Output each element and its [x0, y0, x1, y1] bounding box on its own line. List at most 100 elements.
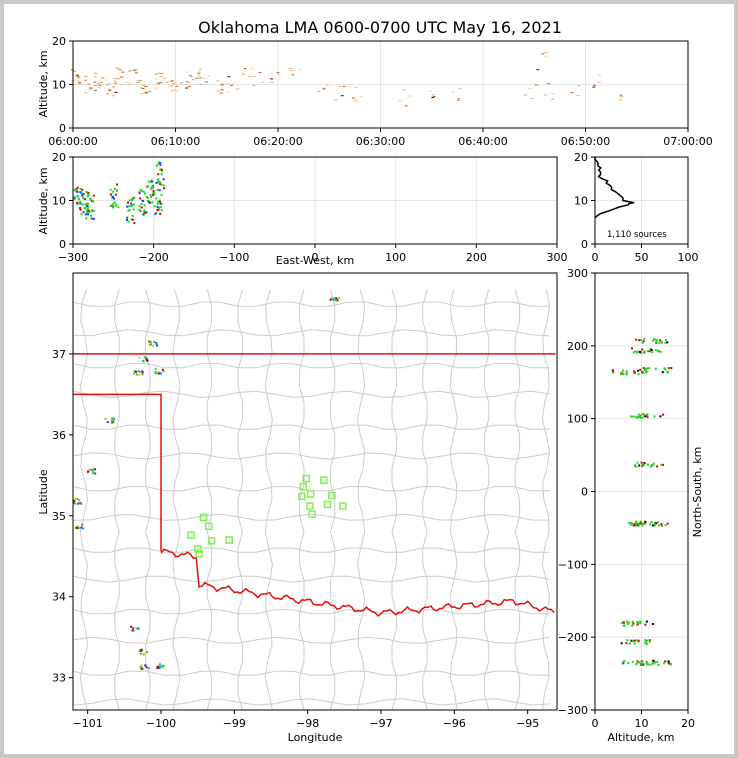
time-altitude-source — [134, 72, 138, 74]
east-west-source — [86, 203, 89, 206]
time-altitude-source — [84, 76, 88, 78]
time-altitude-source — [73, 70, 77, 72]
east-west-source — [76, 194, 79, 197]
north-south-source — [670, 367, 673, 370]
time-altitude-source — [162, 77, 166, 79]
north-south-source — [666, 370, 669, 373]
time-altitude-source — [116, 78, 120, 80]
time-altitude-source — [199, 77, 203, 79]
north-south-source — [620, 642, 623, 645]
time-altitude-source — [202, 77, 206, 79]
county-line — [73, 609, 550, 615]
north-south-source — [641, 524, 644, 527]
map-source — [139, 649, 142, 652]
map-source — [142, 653, 145, 656]
north-south-source — [641, 416, 644, 419]
altitude-tick-label: 0 — [592, 717, 599, 730]
time-altitude-source — [78, 81, 82, 83]
north-south-source — [646, 662, 649, 665]
map-source — [92, 470, 95, 473]
north-south-source — [645, 660, 648, 663]
east-west-source — [87, 193, 90, 196]
time-altitude-source — [326, 84, 330, 86]
east-west-source — [140, 203, 143, 206]
time-altitude-source — [98, 84, 102, 86]
north-south-source — [652, 623, 655, 626]
east-west-source — [157, 173, 160, 176]
map-source — [77, 502, 80, 505]
east-west-source — [113, 197, 116, 200]
east-west-source — [150, 186, 153, 189]
time-altitude-source — [451, 91, 455, 93]
county-lines — [73, 289, 551, 710]
map-source — [161, 665, 164, 668]
time-altitude-source — [232, 83, 236, 85]
east-west-source — [153, 205, 156, 208]
time-tick-label: 06:40:00 — [458, 135, 507, 148]
county-line — [73, 513, 550, 521]
time-altitude-source — [159, 82, 163, 84]
east-west-source — [131, 218, 134, 221]
time-altitude-source — [84, 79, 88, 81]
east-west-source — [156, 205, 159, 208]
north-south-source — [664, 660, 667, 663]
north-south-source — [622, 621, 625, 624]
time-altitude-source — [299, 69, 303, 71]
map-source — [336, 298, 339, 301]
time-altitude-source — [278, 73, 282, 75]
north-south-source — [641, 522, 644, 525]
north-south-source — [661, 371, 664, 374]
time-altitude-source — [139, 87, 143, 89]
time-altitude-source — [158, 72, 162, 74]
map-source — [76, 525, 79, 528]
north-south-source — [660, 340, 663, 343]
east-west-source — [158, 189, 161, 192]
time-altitude-source — [198, 68, 202, 70]
time-altitude-source — [118, 69, 122, 71]
time-altitude-source — [108, 82, 112, 84]
time-altitude-source — [359, 95, 363, 97]
east-west-source — [159, 200, 162, 203]
north-south-source — [661, 341, 664, 344]
north-south-source — [667, 660, 670, 663]
north-south-source — [660, 463, 663, 466]
east-west-source — [159, 168, 162, 171]
north-south-source — [648, 350, 651, 353]
east-west-source — [155, 212, 158, 215]
east-west-source — [157, 200, 160, 203]
north-south-source — [631, 415, 634, 418]
time-altitude-source — [173, 81, 177, 83]
north-south-source — [640, 339, 643, 342]
source-count-annotation: 1,110 sources — [607, 230, 667, 240]
time-altitude-source — [111, 95, 115, 97]
longitude-tick-label: −96 — [443, 717, 466, 730]
map-source — [111, 417, 114, 420]
map-source — [154, 342, 157, 345]
east-west-source — [160, 183, 163, 186]
north-south-source — [636, 350, 639, 353]
time-altitude-source — [205, 81, 209, 83]
time-altitude-source — [100, 77, 104, 79]
time-altitude-source — [141, 88, 145, 90]
time-tick-label: 06:30:00 — [356, 135, 405, 148]
time-altitude-source — [220, 92, 224, 94]
time-altitude-source — [432, 95, 436, 97]
east-west-source — [147, 180, 150, 183]
east-west-source — [162, 184, 165, 187]
east-west-source — [84, 213, 87, 216]
north-south-source — [628, 522, 631, 525]
county-line — [73, 636, 550, 644]
north-south-source — [663, 662, 666, 665]
east-west-source — [147, 200, 150, 203]
map-source — [145, 358, 148, 361]
time-altitude-source — [243, 68, 247, 70]
east-west-source — [158, 182, 161, 185]
north-south-source — [630, 523, 633, 526]
east-west-source — [159, 212, 162, 215]
east-west-source — [145, 211, 148, 214]
time-altitude-source — [457, 98, 461, 100]
north-south-source — [646, 639, 649, 642]
east-west-source — [112, 190, 115, 193]
north-south-source — [656, 465, 659, 468]
station-marker — [339, 502, 347, 510]
